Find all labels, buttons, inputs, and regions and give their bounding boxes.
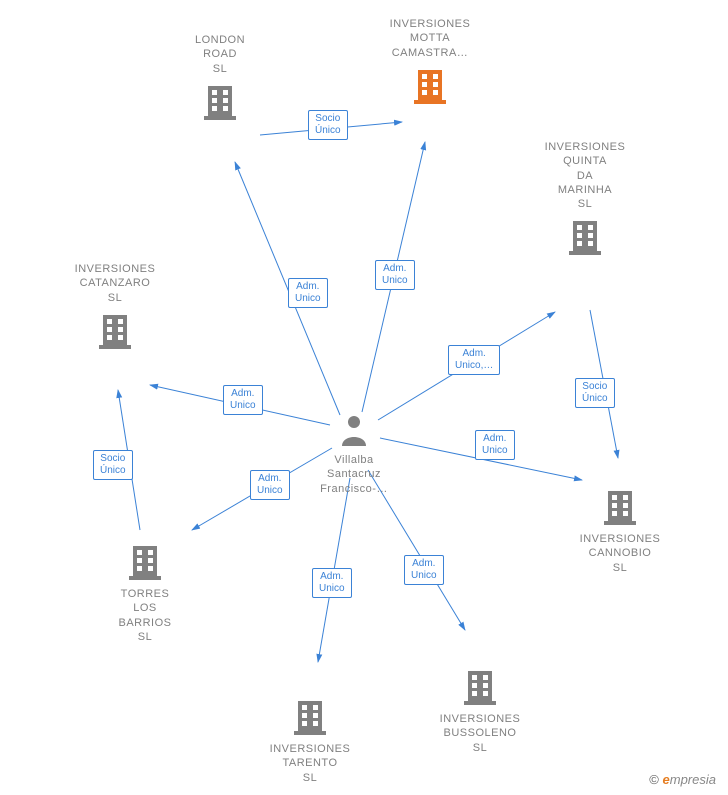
node-building-catanzaro[interactable]: INVERSIONESCATANZAROSL (55, 262, 175, 352)
node-building-cannobio[interactable]: INVERSIONESCANNOBIOSL (560, 485, 680, 575)
building-icon (525, 215, 645, 258)
copyright-symbol: © (649, 772, 659, 787)
edges-layer (0, 0, 728, 795)
building-icon (370, 64, 490, 107)
building-icon (250, 695, 370, 738)
node-building-bussoleno[interactable]: INVERSIONESBUSSOLENOSL (420, 665, 540, 755)
brand-name: empresia (663, 772, 716, 787)
building-icon (560, 485, 680, 528)
edge-label: SocioÚnico (93, 450, 133, 480)
node-label: INVERSIONESQUINTADAMARINHASL (525, 140, 645, 211)
node-label: INVERSIONESCANNOBIOSL (560, 532, 680, 575)
building-icon (55, 309, 175, 352)
edge-label: Adm.Unico (250, 470, 290, 500)
node-label: INVERSIONESTARENTOSL (250, 742, 370, 785)
edge-label: Adm.Unico (223, 385, 263, 415)
node-building-motta[interactable]: INVERSIONESMOTTACAMASTRA… (370, 17, 490, 107)
relationship-diagram: { "type": "network", "canvas": {"w":728,… (0, 0, 728, 795)
footer-attribution: © empresia (649, 772, 716, 787)
node-label: INVERSIONESBUSSOLENOSL (420, 712, 540, 755)
node-building-london[interactable]: LONDONROADSL (160, 33, 280, 123)
edge-label: SocioÚnico (308, 110, 348, 140)
node-label: INVERSIONESMOTTACAMASTRA… (370, 17, 490, 60)
edge-label: Adm.Unico (288, 278, 328, 308)
node-building-quinta[interactable]: INVERSIONESQUINTADAMARINHASL (525, 140, 645, 258)
node-label: VillalbaSantacruzFrancisco-… (294, 453, 414, 496)
edge-label: SocioÚnico (575, 378, 615, 408)
edge-label: Adm.Unico (475, 430, 515, 460)
edge-label: Adm.Unico (404, 555, 444, 585)
building-icon (160, 80, 280, 123)
node-label: TORRESLOSBARRIOSSL (85, 587, 205, 644)
building-icon (420, 665, 540, 708)
node-person-center[interactable]: VillalbaSantacruzFrancisco-… (294, 414, 414, 496)
edge-label: Adm.Unico (375, 260, 415, 290)
building-icon (85, 540, 205, 583)
edge-label: Adm.Unico (312, 568, 352, 598)
edge-label: Adm.Unico,… (448, 345, 500, 375)
node-building-tarento[interactable]: INVERSIONESTARENTOSL (250, 695, 370, 785)
node-label: INVERSIONESCATANZAROSL (55, 262, 175, 305)
node-label: LONDONROADSL (160, 33, 280, 76)
node-building-torres[interactable]: TORRESLOSBARRIOSSL (85, 540, 205, 644)
person-icon (294, 414, 414, 449)
